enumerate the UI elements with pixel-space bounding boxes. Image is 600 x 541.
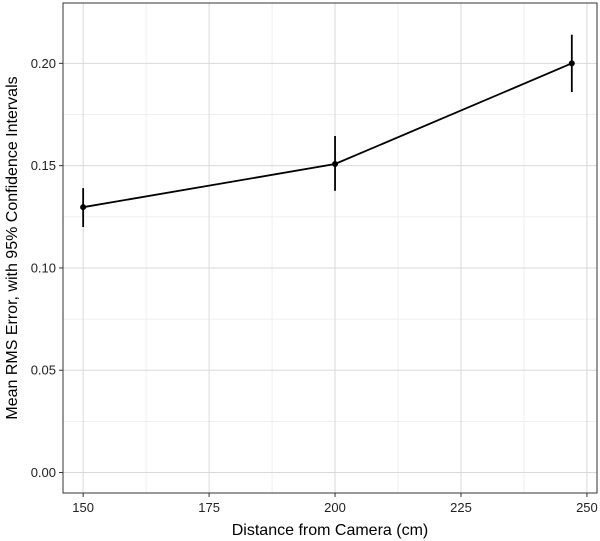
y-axis-title: Mean RMS Error, with 95% Confidence Inte… <box>4 76 21 419</box>
y-tick-label: 0.10 <box>31 260 56 275</box>
x-tick-label: 175 <box>198 500 220 515</box>
data-point <box>80 204 87 211</box>
y-axis-ticks: 0.00 0.05 0.10 0.15 0.20 <box>31 56 63 480</box>
y-tick-label: 0.05 <box>31 363 56 378</box>
y-tick-label: 0.20 <box>31 56 56 71</box>
x-tick-label: 225 <box>450 500 472 515</box>
x-axis-ticks: 150 175 200 225 250 <box>72 493 598 515</box>
plot-panel-border <box>62 2 598 494</box>
grid-minor-lines <box>63 3 597 493</box>
data-point <box>332 161 339 168</box>
series-layer <box>80 34 575 228</box>
x-tick-label: 150 <box>72 500 94 515</box>
x-tick-label: 250 <box>576 500 598 515</box>
data-point <box>568 60 575 67</box>
y-tick-label: 0.00 <box>31 465 56 480</box>
grid-major-lines <box>63 3 597 493</box>
series-line <box>82 62 573 209</box>
x-axis-title: Distance from Camera (cm) <box>232 522 428 539</box>
x-tick-label: 200 <box>324 500 346 515</box>
y-tick-label: 0.15 <box>31 158 56 173</box>
